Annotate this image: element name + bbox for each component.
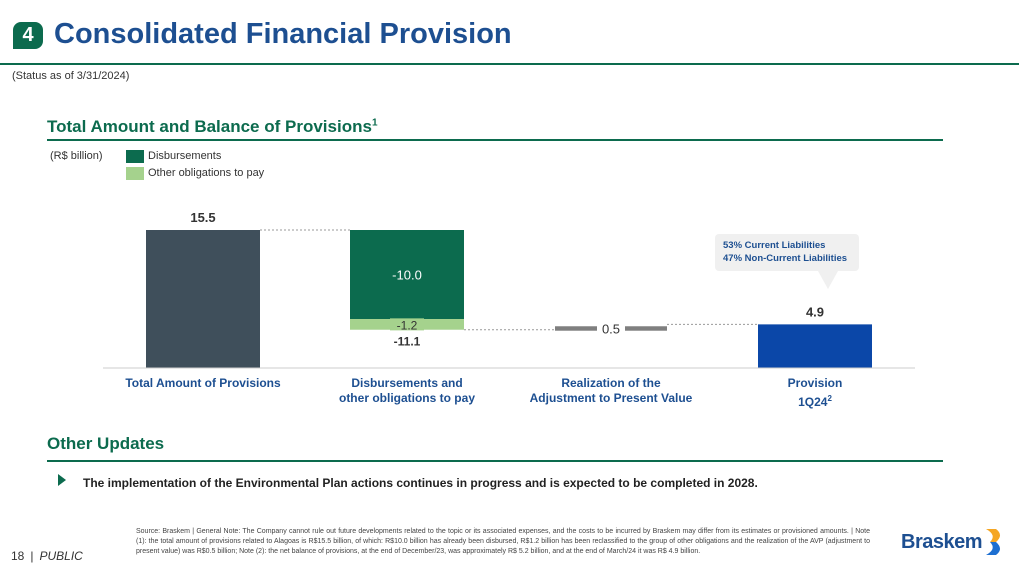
footer-separator: | — [30, 549, 34, 563]
legend-swatch-other-obligations — [126, 166, 144, 180]
logo-text: Braskem — [901, 530, 983, 553]
legend-swatch-disbursements — [126, 149, 144, 163]
category-label-avp-line2: Adjustment to Present Value — [529, 391, 693, 405]
data-label-avp-realization: 0.5 — [602, 321, 620, 336]
status-date: (Status as of 3/31/2024) — [12, 70, 130, 82]
callout-line-current: 53% Current Liabilities — [723, 240, 826, 251]
section-number-badge: 4 — [13, 22, 43, 49]
bar-segment-disbursements — [350, 230, 464, 320]
legend-label-other-obligations: Other obligations to pay — [148, 167, 265, 179]
legend-item-other-obligations: Other obligations to pay — [126, 166, 264, 180]
legend-item-disbursements: Disbursements — [126, 149, 221, 163]
data-label-disbursements-total: -11.1 — [394, 335, 421, 349]
page-footer: 18 | PUBLIC — [11, 549, 83, 563]
data-label-other-obligations: -1.2 — [397, 318, 418, 332]
braskem-logo-icon — [986, 529, 1001, 555]
category-label-total-line1: Total Amount of Provisions — [125, 376, 281, 390]
chart-section-title-sup: 1 — [371, 117, 378, 129]
page-title: Consolidated Financial Provision — [54, 18, 512, 50]
classification-label: PUBLIC — [39, 549, 83, 563]
bar-avp-realization-right — [625, 326, 667, 331]
legend-label-disbursements: Disbursements — [148, 150, 222, 162]
callout-pointer — [818, 271, 838, 289]
category-label-provision-sup: 2 — [827, 394, 832, 403]
bullet-arrow-icon — [58, 474, 66, 486]
category-label-disbursements-line2: other obligations to pay — [338, 391, 475, 405]
category-label-provision-line2: 1Q24 — [798, 395, 828, 409]
bar-avp-realization-left — [555, 326, 597, 331]
chart-section-title: Total Amount and Balance of Provisions1 — [47, 117, 378, 137]
data-label-disbursements: -10.0 — [392, 268, 422, 283]
bar-total-provisions — [146, 230, 260, 368]
other-updates-bullet: The implementation of the Environmental … — [83, 476, 758, 490]
title-divider — [0, 63, 1019, 65]
source-note: Source: Braskem | General Note: The Comp… — [136, 528, 870, 555]
category-label-provision-line1: Provision — [787, 376, 843, 390]
data-label-total-provisions: 15.5 — [190, 210, 215, 225]
data-label-bg-other-obligations — [390, 318, 424, 331]
category-label-avp-line1: Realization of the — [561, 376, 661, 390]
liabilities-callout: 53% Current Liabilities 47% Non-Current … — [715, 234, 859, 271]
category-label-disbursements: Disbursements and other obligations to p… — [307, 376, 507, 406]
page-number: 18 — [11, 549, 25, 563]
chart-section-divider — [47, 139, 943, 141]
other-updates-title: Other Updates — [47, 434, 165, 453]
braskem-logo: Braskem — [901, 527, 1006, 557]
category-label-provision: Provision 1Q242 — [715, 376, 915, 410]
category-label-avp: Realization of the Adjustment to Present… — [511, 376, 711, 406]
bar-provision-1q24 — [758, 324, 872, 368]
data-label-provision-1q24: 4.9 — [806, 304, 824, 319]
category-label-total: Total Amount of Provisions — [103, 376, 303, 391]
other-updates-divider — [47, 460, 943, 462]
callout-line-noncurrent: 47% Non-Current Liabilities — [723, 253, 848, 264]
unit-label: (R$ billion) — [50, 150, 103, 162]
category-label-disbursements-line1: Disbursements and — [351, 376, 463, 390]
chart-section-title-text: Total Amount and Balance of Provisions — [47, 117, 372, 136]
